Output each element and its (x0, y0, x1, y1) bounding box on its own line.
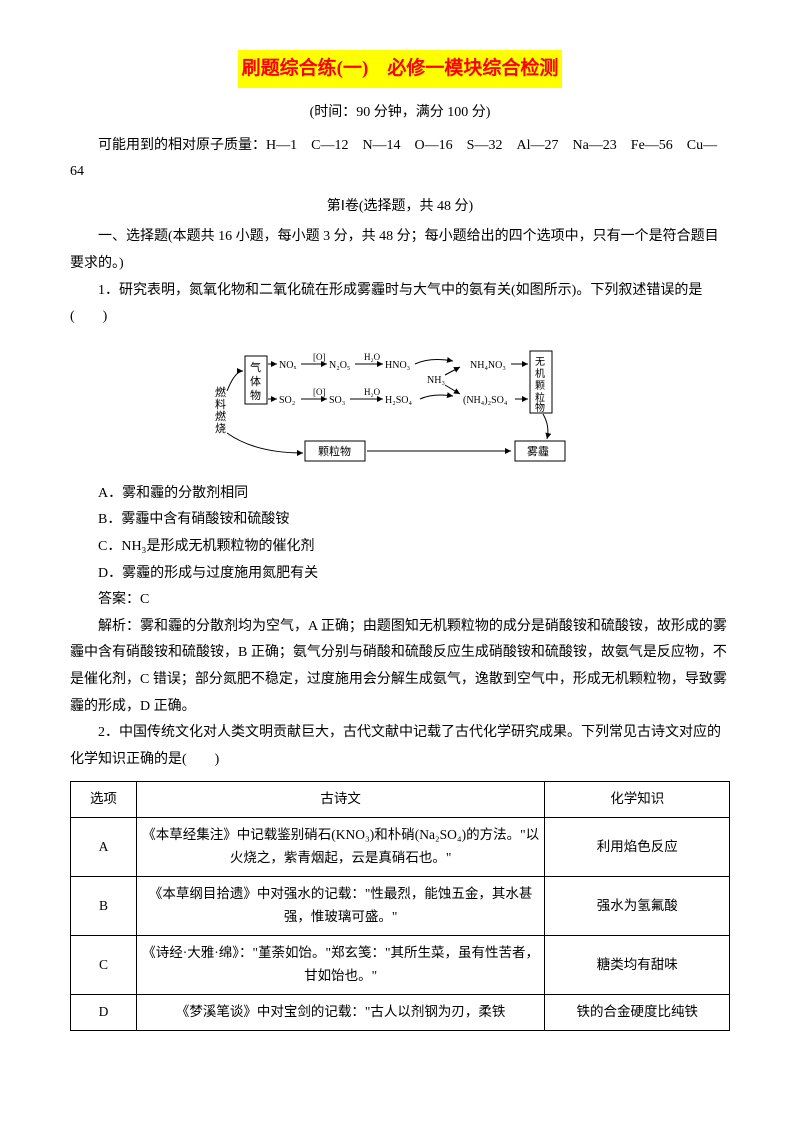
svg-text:NH₄NO₃: NH₄NO₃ (470, 360, 506, 371)
section-header: 第Ⅰ卷(选择题，共 48 分) (70, 194, 730, 221)
svg-text:H₂SO₄: H₂SO₄ (385, 395, 412, 406)
fuel-label: 燃 (215, 385, 226, 399)
table-row: C 《诗经·大雅·绵》："堇荼如饴。"郑玄笺："其所生菜，虽有性苦者，甘如饴也。… (71, 936, 730, 995)
q2-table: 选项 古诗文 化学知识 A 《本草经集注》中记载鉴别硝石(KNO₃)和朴硝(Na… (70, 781, 730, 1031)
svg-text:SO₃: SO₃ (329, 395, 345, 406)
cell-chemistry: 强水为氢氟酸 (545, 877, 730, 936)
svg-text:机: 机 (535, 367, 545, 380)
svg-text:N₂O₅: N₂O₅ (329, 360, 350, 371)
q1-stem: 1．研究表明，氮氧化物和二氧化硫在形成雾霾时与大气中的氨有关(如图所示)。下列叙… (70, 278, 730, 331)
cell-chemistry: 铁的合金硬度比纯铁 (545, 994, 730, 1030)
svg-text:[O]: [O] (313, 352, 326, 362)
instructions: 一、选择题(本题共 16 小题，每小题 3 分，共 48 分；每小题给出的四个选… (70, 224, 730, 277)
svg-text:颗: 颗 (535, 380, 545, 392)
svg-text:HNO₃: HNO₃ (385, 360, 410, 371)
cell-poem: 《本草纲目拾遗》中对强水的记载："性最烈，能蚀五金，其水甚强，惟玻璃可盛。" (136, 877, 545, 936)
q1-option-b: B．雾霾中含有硝酸铵和硫酸铵 (70, 507, 730, 534)
svg-text:料: 料 (215, 397, 226, 411)
svg-text:物: 物 (535, 401, 545, 414)
page-title: 刷题综合练(一) 必修一模块综合检测 (238, 50, 563, 88)
cell-option: B (71, 877, 137, 936)
reaction-diagram: 燃 料 燃 烧 气 体 物 颗粒物 无 机 颗 粒 物 雾霾 NOₓ [O] N… (205, 341, 595, 471)
atomic-mass-info: 可能用到的相对原子质量：H—1 C—12 N—14 O—16 S—32 Al—2… (70, 133, 730, 186)
cell-poem: 《本草经集注》中记载鉴别硝石(KNO₃)和朴硝(Na₂SO₄)的方法。"以火烧之… (136, 818, 545, 877)
cell-poem: 《梦溪笔谈》中对宝剑的记载："古人以剂钢为刃，柔铁 (136, 994, 545, 1030)
cell-option: D (71, 994, 137, 1030)
svg-text:H₂O: H₂O (364, 387, 381, 397)
header-poem: 古诗文 (136, 782, 545, 818)
header-chemistry: 化学知识 (545, 782, 730, 818)
svg-text:SO₂: SO₂ (279, 395, 295, 406)
time-info: (时间：90 分钟，满分 100 分) (70, 100, 730, 127)
header-option: 选项 (71, 782, 137, 818)
cell-option: A (71, 818, 137, 877)
table-row: A 《本草经集注》中记载鉴别硝石(KNO₃)和朴硝(Na₂SO₄)的方法。"以火… (71, 818, 730, 877)
q1-answer: 答案：C (70, 587, 730, 614)
table-row: B 《本草纲目拾遗》中对强水的记载："性最烈，能蚀五金，其水甚强，惟玻璃可盛。"… (71, 877, 730, 936)
q1-option-d: D．雾霾的形成与过度施用氮肥有关 (70, 561, 730, 588)
svg-text:H₂O: H₂O (364, 352, 381, 362)
cell-chemistry: 利用焰色反应 (545, 818, 730, 877)
svg-text:颗粒物: 颗粒物 (318, 444, 351, 458)
cell-chemistry: 糖类均有甜味 (545, 936, 730, 995)
q1-explanation: 解析：雾和霾的分散剂均为空气，A 正确；由题图知无机颗粒物的成分是硝酸铵和硫酸铵… (70, 614, 730, 720)
title-container: 刷题综合练(一) 必修一模块综合检测 (70, 50, 730, 88)
q1-option-a: A．雾和霾的分散剂相同 (70, 481, 730, 508)
svg-text:体: 体 (250, 374, 261, 388)
q1-option-c: C．NH₃是形成无机颗粒物的催化剂 (70, 534, 730, 561)
svg-text:[O]: [O] (313, 387, 326, 397)
table-row: D 《梦溪笔谈》中对宝剑的记载："古人以剂钢为刃，柔铁 铁的合金硬度比纯铁 (71, 994, 730, 1030)
svg-text:(NH₄)₂SO₄: (NH₄)₂SO₄ (463, 395, 508, 406)
svg-text:NOₓ: NOₓ (279, 360, 296, 371)
svg-text:无: 无 (535, 357, 545, 368)
svg-text:物: 物 (250, 388, 261, 402)
svg-text:NH₃: NH₃ (427, 375, 445, 386)
cell-option: C (71, 936, 137, 995)
svg-text:雾霾: 雾霾 (527, 445, 549, 458)
svg-text:烧: 烧 (215, 422, 226, 435)
table-header-row: 选项 古诗文 化学知识 (71, 782, 730, 818)
cell-poem: 《诗经·大雅·绵》："堇荼如饴。"郑玄笺："其所生菜，虽有性苦者，甘如饴也。" (136, 936, 545, 995)
q2-stem: 2．中国传统文化对人类文明贡献巨大，古代文献中记载了古代化学研究成果。下列常见古… (70, 720, 730, 773)
svg-text:气: 气 (250, 360, 261, 374)
svg-text:燃: 燃 (215, 409, 226, 423)
